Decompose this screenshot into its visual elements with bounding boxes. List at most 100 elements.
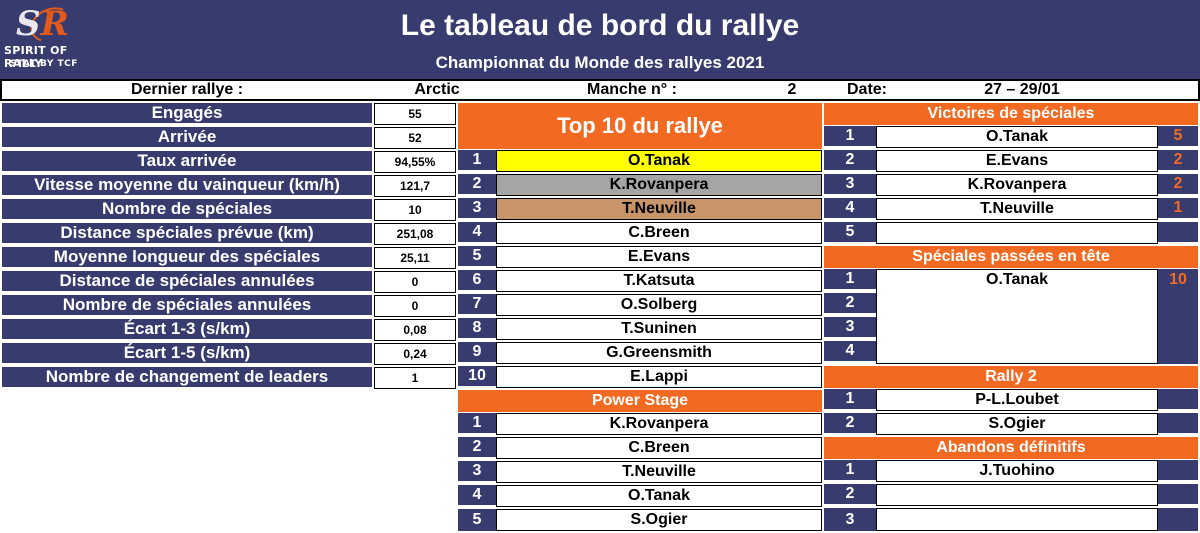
stat-label: Écart 1-3 (s/km): [2, 319, 372, 341]
top10-driver: T.Suninen: [496, 318, 822, 340]
power-stage-driver: C.Breen: [496, 437, 822, 459]
top10-pos: 5: [458, 246, 496, 268]
round-value: 2: [787, 81, 797, 98]
stages-led-pos: 1: [824, 269, 876, 291]
rally2-pos: 2: [824, 413, 876, 435]
stat-value: 94,55%: [374, 151, 456, 173]
stage-wins-driver: T.Neuville: [876, 198, 1158, 220]
stages-led-count: 10: [1169, 271, 1187, 288]
stat-value: 55: [374, 103, 456, 125]
top10-driver: C.Breen: [496, 222, 822, 244]
stage-wins-count: 2: [1158, 150, 1198, 172]
stage-wins-count: 5: [1158, 126, 1198, 148]
top10-pos: 4: [458, 222, 496, 244]
rally2-spacer: [1158, 389, 1198, 411]
top10-driver: E.Lappi: [496, 366, 822, 388]
stage-wins-count: 2: [1158, 174, 1198, 196]
stat-label: Distance spéciales prévue (km): [2, 223, 372, 245]
rally-value: Arctic: [414, 81, 460, 98]
stat-value: 52: [374, 127, 456, 149]
stat-value: 25,11: [374, 247, 456, 269]
stages-led-pos: 4: [824, 341, 876, 363]
retirements-driver: [876, 508, 1158, 531]
stage-wins-count: 1: [1158, 198, 1198, 220]
stages-led-box: [876, 269, 1158, 364]
power-stage-driver: K.Rovanpera: [496, 413, 822, 435]
logo-text: SPIRIT OF RALLY: [4, 44, 68, 70]
stat-label: Distance de spéciales annulées: [2, 271, 372, 293]
stages-led-count: [1158, 317, 1198, 339]
stat-label: Nombre de changement de leaders: [2, 367, 372, 389]
stat-value: 1: [374, 367, 456, 389]
stage-wins-pos: 3: [824, 174, 876, 196]
top10-driver: T.Katsuta: [496, 270, 822, 292]
stat-value: 0,08: [374, 319, 456, 341]
retirements-spacer: [1158, 460, 1198, 482]
retirements-pos: 1: [824, 460, 876, 482]
stage-wins-pos: 4: [824, 198, 876, 220]
retirements-title: Abandons définitifs: [824, 437, 1198, 459]
stage-wins-title: Victoires de spéciales: [824, 103, 1198, 125]
top10-pos: 10: [458, 366, 496, 388]
top10-driver: E.Evans: [496, 246, 822, 268]
power-stage-pos: 4: [458, 485, 496, 507]
top10-pos: 2: [458, 174, 496, 196]
power-stage-pos: 2: [458, 437, 496, 459]
top10-driver: K.Rovanpera: [496, 174, 822, 196]
rally2-pos: 1: [824, 389, 876, 411]
stage-wins-count: [1158, 222, 1198, 244]
page-title: Le tableau de bord du rallye: [400, 9, 800, 42]
retirements-spacer: [1158, 508, 1198, 531]
power-stage-driver: S.Ogier: [496, 509, 822, 531]
stages-led-title: Spéciales passées en tête: [824, 246, 1198, 268]
stat-label: Nombre de spéciales: [2, 199, 372, 221]
stat-label: Moyenne longueur des spéciales: [2, 247, 372, 269]
logo-monogram: SR: [16, 4, 69, 44]
stages-led-count-column: [1158, 269, 1198, 364]
power-stage-driver: O.Tanak: [496, 485, 822, 507]
info-bar: Dernier rallye : Arctic Manche n° : 2 Da…: [0, 79, 1200, 101]
top10-pos: 7: [458, 294, 496, 316]
top10-pos: 8: [458, 318, 496, 340]
rally2-driver: S.Ogier: [876, 413, 1158, 435]
top10-pos: 9: [458, 342, 496, 364]
stages-led-driver: [876, 293, 1158, 315]
retirements-pos: 2: [824, 484, 876, 506]
stage-wins-pos: 2: [824, 150, 876, 172]
round-label: Manche n° :: [587, 81, 677, 98]
retirements-pos: 3: [824, 508, 876, 531]
stages-led-pos: 3: [824, 317, 876, 339]
stat-label: Nombre de spéciales annulées: [2, 295, 372, 317]
stage-wins-driver: E.Evans: [876, 150, 1158, 172]
date-value: 27 – 29/01: [984, 81, 1060, 98]
top10-driver: O.Tanak: [496, 150, 822, 172]
stat-label: Écart 1-5 (s/km): [2, 343, 372, 365]
stat-value: 0: [374, 271, 456, 293]
retirements-driver: [876, 484, 1158, 506]
stat-value: 0: [374, 295, 456, 317]
power-stage-pos: 5: [458, 509, 496, 531]
header-banner: [0, 0, 1200, 79]
retirements-driver: J.Tuohino: [876, 460, 1158, 482]
stat-value: 251,08: [374, 223, 456, 245]
power-stage-driver: T.Neuville: [496, 461, 822, 483]
retirements-spacer: [1158, 484, 1198, 506]
stage-wins-pos: 5: [824, 222, 876, 244]
stat-value: 10: [374, 199, 456, 221]
logo-tagline: STAT BY TCF: [10, 59, 78, 69]
rally2-driver: P-L.Loubet: [876, 389, 1158, 411]
top10-driver: G.Greensmith: [496, 342, 822, 364]
stages-led-driver: O.Tanak: [986, 271, 1048, 288]
stage-wins-driver: [876, 222, 1158, 244]
stage-wins-driver: O.Tanak: [876, 126, 1158, 148]
power-stage-pos: 1: [458, 413, 496, 435]
spirit-of-rally-logo: SR SPIRIT OF RALLY STAT BY TCF: [2, 1, 106, 72]
stat-label: Vitesse moyenne du vainqueur (km/h): [2, 175, 372, 197]
date-label: Date:: [846, 81, 887, 98]
stat-label: Engagés: [2, 103, 372, 125]
top10-pos: 6: [458, 270, 496, 292]
top10-driver: O.Solberg: [496, 294, 822, 316]
rally2-title: Rally 2: [824, 366, 1198, 388]
stages-led-count: [1158, 293, 1198, 315]
top10-driver: T.Neuville: [496, 198, 822, 220]
